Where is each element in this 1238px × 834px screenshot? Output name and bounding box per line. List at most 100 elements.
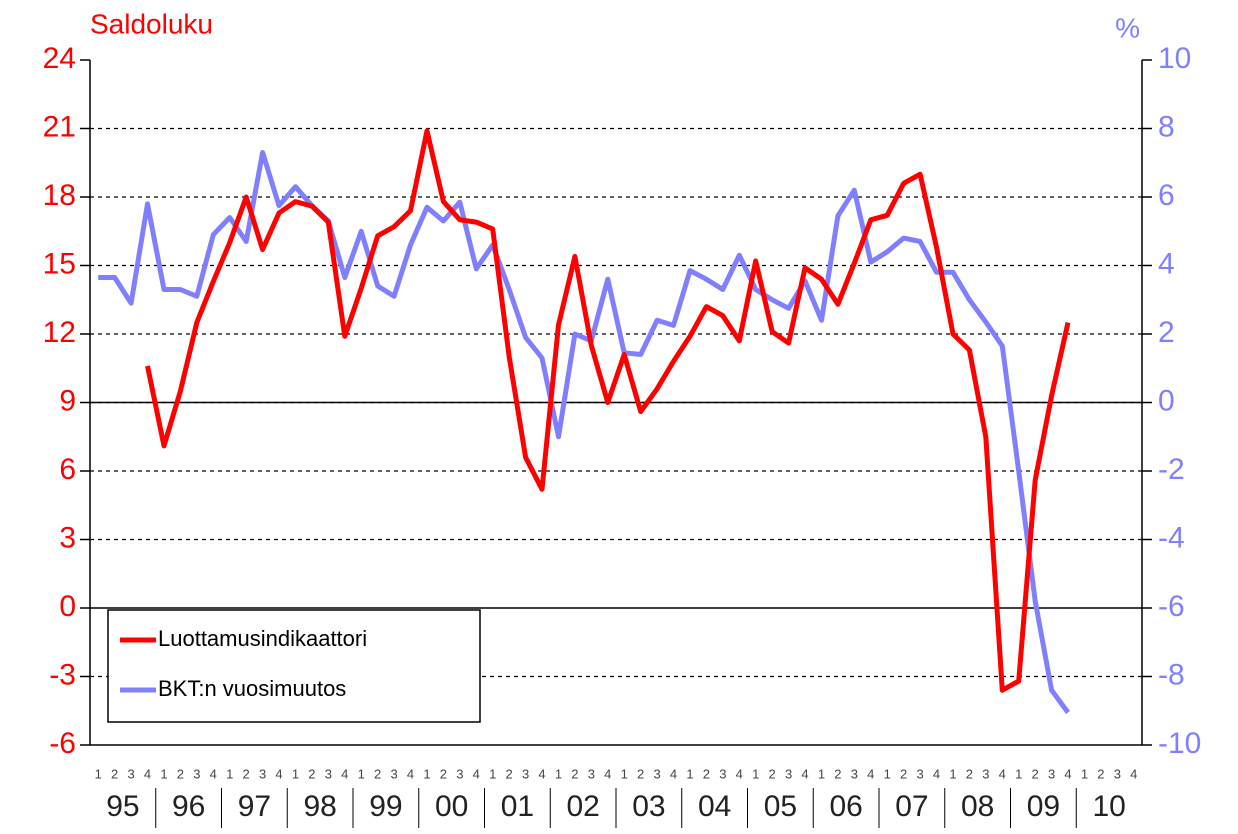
x-tick-label: 3 xyxy=(325,766,332,781)
x-group-label: 08 xyxy=(961,790,994,823)
x-tick-label: 1 xyxy=(752,766,759,781)
x-tick-label: 4 xyxy=(473,766,480,781)
x-tick-label: 2 xyxy=(111,766,118,781)
x-tick-label: 4 xyxy=(670,766,677,781)
x-group-label: 00 xyxy=(435,790,468,823)
x-tick-label: 2 xyxy=(1097,766,1104,781)
legend-label: BKT:n vuosimuutos xyxy=(158,676,346,701)
x-tick-label: 3 xyxy=(588,766,595,781)
x-tick-label: 3 xyxy=(982,766,989,781)
x-tick-label: 4 xyxy=(144,766,151,781)
x-group-label: 97 xyxy=(238,790,271,823)
x-tick-label: 3 xyxy=(916,766,923,781)
x-tick-label: 1 xyxy=(686,766,693,781)
legend-label: Luottamusindikaattori xyxy=(158,626,367,651)
y-tick-label: -3 xyxy=(49,658,76,691)
y2-tick-label: 2 xyxy=(1158,316,1175,349)
x-group-label: 09 xyxy=(1027,790,1060,823)
x-tick-label: 1 xyxy=(818,766,825,781)
x-tick-label: 1 xyxy=(292,766,299,781)
x-group-label: 03 xyxy=(632,790,665,823)
x-group-label: 06 xyxy=(829,790,862,823)
y-tick-label: 6 xyxy=(59,453,76,486)
series-line xyxy=(145,128,1071,693)
x-tick-label: 2 xyxy=(308,766,315,781)
x-tick-label: 2 xyxy=(506,766,513,781)
x-tick-label: 2 xyxy=(440,766,447,781)
x-tick-label: 4 xyxy=(933,766,940,781)
y-tick-label: 3 xyxy=(59,521,76,554)
y-tick-label: 0 xyxy=(59,590,76,623)
x-group-label: 99 xyxy=(369,790,402,823)
y-tick-label: 12 xyxy=(43,316,76,349)
x-tick-label: 1 xyxy=(949,766,956,781)
x-tick-label: 4 xyxy=(1130,766,1137,781)
y2-tick-label: 10 xyxy=(1158,42,1191,75)
x-tick-label: 4 xyxy=(867,766,874,781)
x-tick-label: 4 xyxy=(999,766,1006,781)
x-tick-label: 4 xyxy=(604,766,611,781)
x-tick-label: 3 xyxy=(522,766,529,781)
x-tick-label: 3 xyxy=(1048,766,1055,781)
x-tick-label: 3 xyxy=(785,766,792,781)
x-tick-label: 1 xyxy=(226,766,233,781)
x-tick-label: 1 xyxy=(160,766,167,781)
y2-tick-label: -2 xyxy=(1158,453,1185,486)
x-tick-label: 1 xyxy=(884,766,891,781)
y-tick-label: 9 xyxy=(59,384,76,417)
x-tick-label: 4 xyxy=(1064,766,1071,781)
y2-tick-label: 4 xyxy=(1158,247,1175,280)
y-tick-label: -6 xyxy=(49,727,76,760)
y2-tick-label: -4 xyxy=(1158,521,1185,554)
x-tick-label: 2 xyxy=(177,766,184,781)
x-tick-label: 3 xyxy=(259,766,266,781)
y2-axis-title: % xyxy=(1115,12,1140,43)
x-tick-label: 4 xyxy=(407,766,414,781)
x-tick-label: 1 xyxy=(621,766,628,781)
y-tick-label: 18 xyxy=(43,179,76,212)
x-tick-label: 3 xyxy=(1114,766,1121,781)
x-group-label: 04 xyxy=(698,790,731,823)
x-tick-label: 3 xyxy=(390,766,397,781)
x-tick-label: 3 xyxy=(851,766,858,781)
x-tick-label: 2 xyxy=(900,766,907,781)
x-tick-label: 1 xyxy=(1015,766,1022,781)
x-tick-label: 2 xyxy=(571,766,578,781)
x-tick-label: 4 xyxy=(341,766,348,781)
x-tick-label: 2 xyxy=(703,766,710,781)
y2-tick-label: -10 xyxy=(1158,727,1201,760)
y2-tick-label: 8 xyxy=(1158,110,1175,143)
x-tick-label: 2 xyxy=(834,766,841,781)
x-tick-label: 1 xyxy=(1081,766,1088,781)
x-group-label: 01 xyxy=(501,790,534,823)
x-tick-label: 3 xyxy=(193,766,200,781)
x-group-label: 07 xyxy=(895,790,928,823)
x-tick-label: 2 xyxy=(966,766,973,781)
x-tick-label: 1 xyxy=(358,766,365,781)
y-tick-label: 15 xyxy=(43,247,76,280)
x-group-label: 10 xyxy=(1092,790,1125,823)
x-group-label: 98 xyxy=(303,790,336,823)
x-tick-label: 1 xyxy=(95,766,102,781)
x-tick-label: 4 xyxy=(801,766,808,781)
x-group-label: 95 xyxy=(106,790,139,823)
x-tick-label: 4 xyxy=(538,766,545,781)
y2-tick-label: -8 xyxy=(1158,658,1185,691)
x-tick-label: 4 xyxy=(210,766,217,781)
series-line xyxy=(98,150,1071,714)
x-tick-label: 2 xyxy=(769,766,776,781)
x-tick-label: 2 xyxy=(243,766,250,781)
y-tick-label: 24 xyxy=(43,42,76,75)
x-tick-label: 4 xyxy=(736,766,743,781)
x-tick-label: 3 xyxy=(456,766,463,781)
x-group-label: 96 xyxy=(172,790,205,823)
y-tick-label: 21 xyxy=(43,110,76,143)
x-tick-label: 1 xyxy=(489,766,496,781)
y-axis-title: Saldoluku xyxy=(90,8,213,39)
x-tick-label: 2 xyxy=(637,766,644,781)
y2-tick-label: 0 xyxy=(1158,384,1175,417)
x-tick-label: 3 xyxy=(719,766,726,781)
x-tick-label: 1 xyxy=(423,766,430,781)
x-group-label: 05 xyxy=(764,790,797,823)
